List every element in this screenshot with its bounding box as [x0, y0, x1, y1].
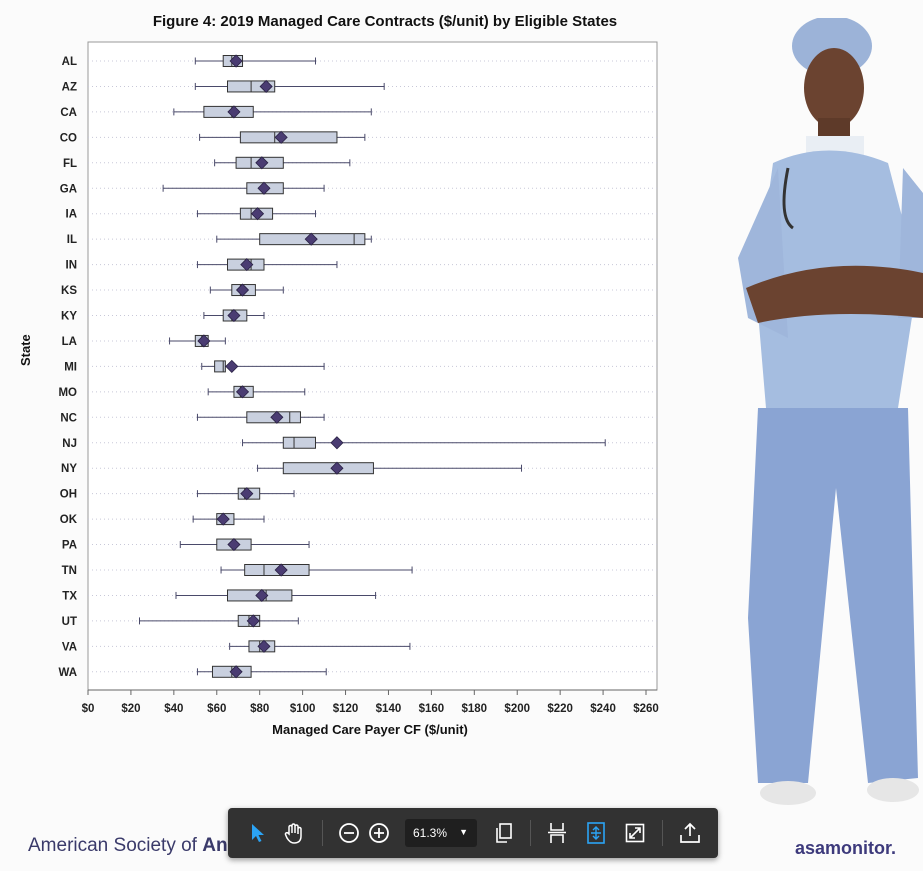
- box-NY: [282, 462, 374, 475]
- mean-marker-LA: [197, 334, 211, 348]
- state-label-IN: IN: [66, 260, 78, 272]
- state-label-TX: TX: [62, 590, 77, 602]
- state-label-NC: NC: [60, 412, 77, 424]
- state-label-PA: PA: [62, 540, 77, 552]
- mean-marker-CO: [274, 130, 288, 144]
- footer-society-text: American Society of An: [28, 835, 228, 857]
- state-label-MO: MO: [58, 387, 77, 399]
- figure-title: Figure 4: 2019 Managed Care Contracts ($…: [152, 13, 618, 30]
- mean-marker-TX: [255, 588, 269, 603]
- zoom-in-icon[interactable]: [366, 820, 392, 846]
- state-label-VA: VA: [62, 641, 77, 653]
- hand-pan-icon[interactable]: [281, 820, 307, 846]
- state-label-IL: IL: [67, 234, 77, 246]
- mean-marker-TN: [274, 563, 288, 577]
- mean-marker-NJ: [330, 436, 344, 450]
- footer-site-text: asamonitor.: [795, 838, 897, 858]
- mean-marker-NY: [330, 461, 344, 475]
- box-MI: [214, 360, 226, 373]
- footer-left-regular: American Society of: [28, 835, 203, 856]
- state-label-IA: IA: [66, 209, 78, 221]
- mean-marker-OH: [240, 487, 254, 501]
- mean-marker-AL: [229, 54, 243, 68]
- rotate-pages-icon[interactable]: [491, 820, 517, 846]
- mean-marker-CA: [227, 105, 241, 119]
- x-tick-label: $40: [164, 703, 183, 715]
- mean-marker-KS: [235, 283, 250, 297]
- state-label-AZ: AZ: [62, 81, 77, 93]
- fullscreen-icon[interactable]: [622, 820, 648, 846]
- x-tick-label: $180: [462, 703, 488, 715]
- x-tick-label: $20: [121, 703, 140, 715]
- mean-marker-MI: [225, 359, 239, 373]
- mean-marker-IA: [250, 207, 265, 221]
- state-label-FL: FL: [63, 158, 77, 170]
- x-tick-label: $120: [333, 703, 359, 715]
- state-label-OK: OK: [60, 514, 78, 526]
- mean-marker-OK: [216, 512, 230, 526]
- mean-marker-PA: [227, 537, 241, 552]
- x-tick-label: $200: [504, 703, 530, 715]
- state-label-KY: KY: [61, 311, 77, 323]
- x-tick-label: $160: [419, 703, 445, 715]
- mean-marker-FL: [255, 156, 269, 170]
- state-label-KS: KS: [61, 285, 77, 297]
- zoom-dropdown[interactable]: 61.3% ▼: [405, 819, 477, 847]
- mean-marker-IL: [304, 232, 318, 246]
- x-tick-label: $80: [250, 703, 269, 715]
- x-tick-label: $0: [82, 703, 95, 715]
- state-label-AL: AL: [62, 56, 77, 68]
- state-label-CO: CO: [60, 132, 77, 144]
- box-NJ: [282, 436, 316, 449]
- state-label-TN: TN: [62, 565, 77, 577]
- mean-marker-KY: [227, 308, 241, 323]
- x-tick-label: $60: [207, 703, 226, 715]
- state-label-GA: GA: [60, 183, 77, 195]
- x-tick-label: $140: [376, 703, 402, 715]
- x-tick-label: $260: [633, 703, 659, 715]
- chevron-down-icon: ▼: [459, 827, 468, 837]
- state-label-UT: UT: [62, 616, 77, 628]
- mean-marker-NC: [270, 410, 284, 424]
- x-tick-label: $240: [590, 703, 616, 715]
- mean-marker-UT: [246, 614, 260, 628]
- mean-marker-VA: [257, 639, 271, 653]
- mean-marker-IN: [240, 258, 254, 272]
- share-export-icon[interactable]: [677, 820, 703, 846]
- state-label-CA: CA: [60, 107, 77, 119]
- zoom-out-icon[interactable]: [336, 820, 362, 846]
- mean-marker-MO: [235, 385, 250, 399]
- select-arrow-icon[interactable]: [245, 820, 271, 846]
- state-label-NJ: NJ: [62, 438, 77, 450]
- pdf-viewer-toolbar: 61.3% ▼: [228, 808, 718, 858]
- box-CO: [239, 131, 338, 144]
- nurse-photo: [738, 18, 923, 805]
- x-axis-label: Managed Care Payer CF ($/unit): [272, 722, 468, 737]
- mean-marker-WA: [229, 665, 243, 679]
- state-label-MI: MI: [64, 361, 77, 373]
- state-label-LA: LA: [62, 336, 77, 348]
- fit-width-icon[interactable]: [544, 820, 570, 846]
- mean-marker-AZ: [259, 79, 273, 94]
- state-label-WA: WA: [58, 667, 77, 679]
- fit-page-icon[interactable]: [583, 820, 609, 846]
- footer-left-bold: An: [202, 835, 228, 856]
- mean-marker-GA: [257, 181, 271, 195]
- x-tick-label: $220: [547, 703, 573, 715]
- x-tick-label: $100: [290, 703, 316, 715]
- y-axis-label: State: [18, 334, 33, 366]
- state-label-OH: OH: [60, 489, 77, 501]
- zoom-value: 61.3%: [413, 826, 448, 840]
- state-label-NY: NY: [61, 463, 77, 475]
